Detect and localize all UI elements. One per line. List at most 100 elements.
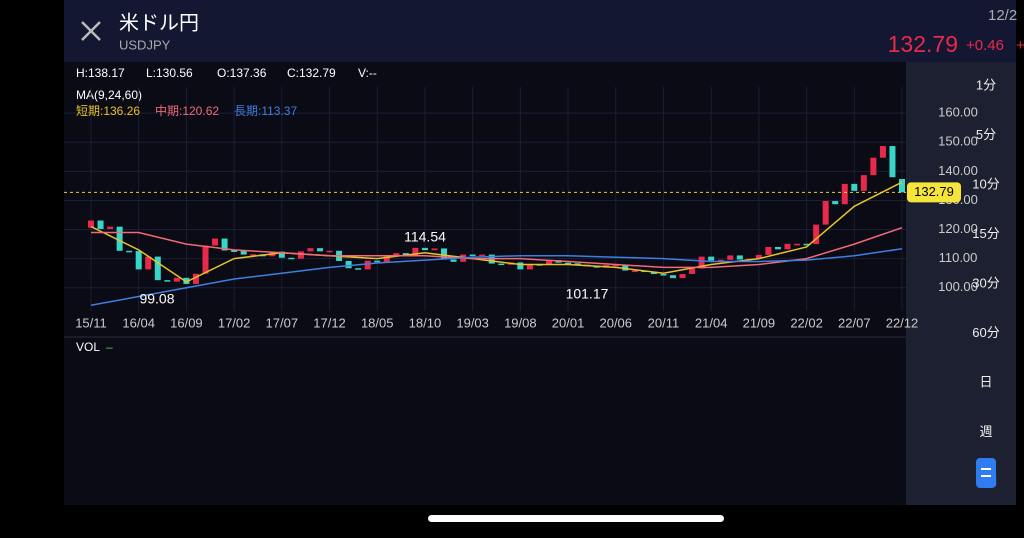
x-tick-label: 20/06 (599, 315, 632, 330)
candle-body (765, 247, 772, 255)
candle-body (879, 146, 886, 158)
date: 12/2 (988, 7, 1017, 24)
timeframe-option[interactable]: 1分 (976, 77, 996, 92)
ohlc-high: H:138.17 (76, 66, 125, 80)
candle-body (832, 201, 839, 205)
ohlc-open: O:137.36 (217, 66, 267, 80)
candle-body (545, 260, 552, 265)
x-tick-label: 17/02 (218, 315, 251, 330)
candle-body (345, 260, 352, 269)
candle-body (154, 256, 161, 281)
candle-body (822, 201, 829, 225)
x-tick-label: 17/12 (313, 315, 346, 330)
candle-body (421, 247, 428, 251)
candle-body (660, 274, 667, 276)
timeframe-option[interactable]: 60分 (972, 325, 999, 340)
ma-line (90, 248, 903, 306)
candle-body (479, 254, 486, 257)
candle-body (774, 247, 781, 250)
candle-body (565, 262, 572, 265)
x-tick-label: 21/09 (743, 315, 776, 330)
timeframe-option[interactable]: 週 (979, 424, 992, 439)
price: 132.79 (888, 31, 958, 57)
candle-body (670, 275, 677, 279)
ohlc-close: C:132.79 (287, 66, 336, 80)
y-tick-label: 100.00 (938, 279, 978, 294)
candle-body (679, 274, 686, 279)
vol-value: – (106, 340, 113, 354)
legend-entry: 中期:120.62 (155, 103, 219, 118)
chart-area (64, 62, 906, 505)
y-tick-label: 120.00 (938, 221, 978, 236)
price-tag (907, 182, 961, 203)
candle-body (145, 256, 152, 270)
x-tick-label: 16/04 (122, 315, 155, 330)
title: 米ドル円 (119, 11, 199, 34)
x-tick-label: 15/11 (75, 315, 107, 330)
candle-body (288, 257, 295, 260)
candle-body (202, 245, 209, 274)
candle-body (107, 226, 114, 229)
candle-body (755, 254, 762, 259)
candle-body (135, 251, 142, 270)
ma-line (90, 181, 903, 283)
candle-body (231, 250, 238, 252)
annotation: 114.54 (404, 229, 446, 245)
timeframe-panel (906, 62, 1016, 505)
candle-body (899, 179, 905, 193)
x-tick-label: 21/04 (695, 315, 728, 330)
candle-body (574, 263, 581, 265)
candle-body (803, 243, 810, 246)
candle-body (431, 248, 438, 251)
candle-body (307, 248, 314, 252)
x-tick-label: 20/01 (552, 315, 585, 330)
timeframe-option[interactable]: 月 (985, 473, 998, 488)
candle-body (355, 268, 362, 270)
candle-body (297, 251, 304, 259)
candle-body (97, 220, 104, 229)
slider-handle[interactable] (976, 458, 996, 488)
candle-body (240, 250, 247, 255)
candle-body (393, 253, 400, 257)
candle-body (374, 260, 381, 263)
y-tick-label: 160.00 (938, 105, 978, 120)
candle-body (717, 259, 724, 262)
timeframe-option[interactable]: 30分 (972, 275, 999, 290)
y-tick-label: 140.00 (938, 163, 978, 178)
candle-body (889, 146, 896, 178)
ma-title: MA(9,24,60) (76, 88, 142, 102)
timeframe-option[interactable]: 10分 (972, 176, 999, 191)
header-bar (64, 0, 1016, 62)
candle-body (441, 248, 448, 260)
candle-body (526, 264, 533, 270)
home-indicator (428, 515, 724, 522)
candle-body (326, 250, 333, 253)
candle-body (126, 250, 133, 253)
timeframe-option[interactable]: 15分 (972, 226, 999, 241)
x-tick-label: 22/12 (886, 315, 919, 330)
timeframe-option[interactable]: 5分 (976, 127, 996, 142)
x-tick-label: 19/03 (456, 315, 489, 330)
candle-body (813, 224, 820, 245)
timeframe-option[interactable]: 日 (979, 374, 992, 389)
candle-body (469, 254, 476, 257)
candle-body (631, 270, 638, 273)
candle-body (116, 226, 123, 251)
close-button[interactable] (81, 21, 101, 41)
legend-entry: 長期:113.37 (234, 104, 297, 118)
candle-body (183, 277, 190, 284)
legend-entry: 短期:136.26 (76, 104, 140, 118)
x-tick-label: 16/09 (170, 315, 203, 330)
candle-body (736, 255, 743, 260)
candle-body (498, 263, 505, 266)
x-tick-label: 17/07 (266, 315, 299, 330)
candle-body (173, 277, 180, 282)
candle-body (316, 248, 323, 252)
x-tick-label: 18/05 (361, 315, 394, 330)
candle-body (450, 259, 457, 262)
x-tick-label: 22/02 (790, 315, 823, 330)
candle-body (841, 183, 848, 205)
candle-body (383, 256, 390, 263)
candle-body (794, 243, 801, 246)
